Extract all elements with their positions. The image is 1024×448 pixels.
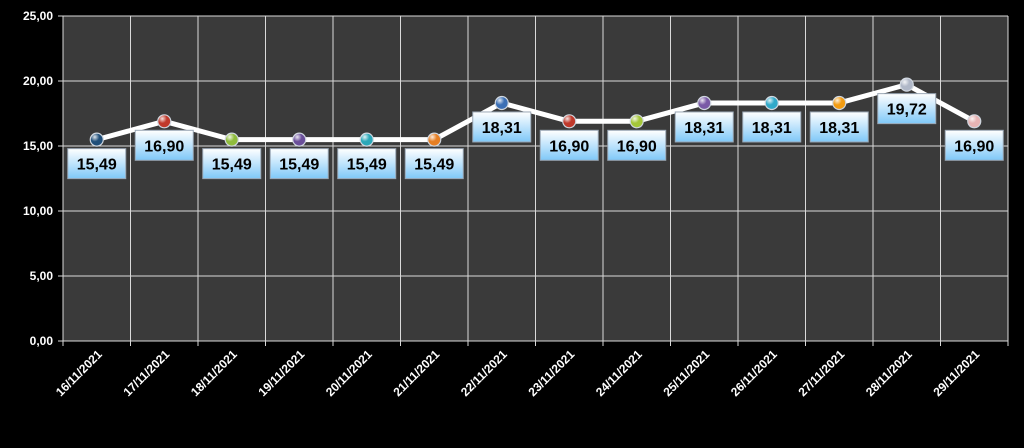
- data-point-shine: [360, 133, 374, 147]
- data-label-text: 15,49: [414, 157, 454, 174]
- data-point-shine: [225, 133, 239, 147]
- data-label: 16,90: [944, 129, 1004, 161]
- data-point-shine: [157, 114, 171, 128]
- data-label: 15,49: [202, 148, 262, 180]
- data-point-shine: [630, 114, 644, 128]
- data-point: [967, 114, 982, 129]
- x-tick-label: 20/11/2021: [323, 347, 375, 399]
- data-point-shine: [495, 96, 509, 110]
- data-point: [224, 132, 239, 147]
- data-label: 15,49: [337, 148, 397, 180]
- data-point: [899, 77, 914, 92]
- data-point: [157, 114, 172, 129]
- x-tick-label: 21/11/2021: [390, 347, 442, 399]
- data-point: [697, 95, 712, 111]
- data-point-shine: [832, 96, 846, 110]
- data-point: [629, 114, 644, 129]
- data-point: [292, 132, 307, 147]
- data-point-shine: [967, 114, 981, 128]
- data-label: 19,72: [877, 93, 937, 125]
- x-tick-label: 22/11/2021: [458, 347, 510, 399]
- data-label-text: 15,49: [279, 157, 319, 174]
- data-label-box: [539, 129, 599, 161]
- y-tick-label: 15,00: [23, 139, 53, 153]
- data-label: 18,31: [472, 111, 532, 143]
- data-label-box: [809, 111, 869, 143]
- data-point-shine: [292, 133, 306, 147]
- data-label: 18,31: [809, 111, 869, 143]
- series-line: [94, 82, 977, 143]
- data-label-box: [944, 129, 1004, 161]
- data-point-shine: [562, 114, 576, 128]
- data-label-text: 15,49: [77, 157, 117, 174]
- data-label-box: [337, 148, 397, 180]
- x-tick-label: 26/11/2021: [728, 347, 780, 399]
- x-tick-label: 16/11/2021: [53, 347, 105, 399]
- data-label-text: 16,90: [144, 138, 184, 155]
- x-tick-label: 24/11/2021: [593, 347, 645, 399]
- y-tick-label: 10,00: [23, 204, 53, 218]
- x-tick-label: 28/11/2021: [863, 347, 915, 399]
- data-label: 16,90: [134, 129, 194, 161]
- gridlines: [62, 15, 1009, 342]
- y-tick-label: 25,00: [23, 9, 53, 23]
- data-label-box: [404, 148, 464, 180]
- data-label-text: 18,31: [752, 120, 792, 137]
- data-label-box: [134, 129, 194, 161]
- data-label-text: 15,49: [212, 157, 252, 174]
- x-tick-label: 27/11/2021: [795, 347, 847, 399]
- data-label: 18,31: [742, 111, 802, 143]
- data-label-text: 18,31: [819, 120, 859, 137]
- data-point-shine: [90, 133, 104, 147]
- data-label-text: 19,72: [887, 102, 927, 119]
- data-point: [764, 95, 779, 111]
- x-tick-label: 23/11/2021: [525, 347, 577, 399]
- data-label: 15,49: [404, 148, 464, 180]
- y-tick-label: 20,00: [23, 74, 53, 88]
- data-point-shine: [427, 133, 441, 147]
- data-label-box: [202, 148, 262, 180]
- x-tick-label: 17/11/2021: [120, 347, 172, 399]
- data-label-box: [269, 148, 329, 180]
- markers: [89, 77, 982, 147]
- series-polyline: [94, 82, 977, 143]
- data-point: [89, 132, 104, 147]
- data-label-box: [607, 129, 667, 161]
- data-label-box: [877, 93, 937, 125]
- data-label-text: 16,90: [954, 138, 994, 155]
- data-point: [494, 95, 509, 111]
- x-tick-label: 18/11/2021: [188, 347, 240, 399]
- data-point: [359, 132, 374, 147]
- data-label: 16,90: [539, 129, 599, 161]
- data-label-text: 18,31: [482, 120, 522, 137]
- data-label-text: 18,31: [684, 120, 724, 137]
- data-labels: 15,49 16,90 15,49 15,49 15,49 15,49 18,31 16,90…: [67, 93, 1004, 180]
- data-point-shine: [900, 78, 914, 92]
- data-point-shine: [765, 96, 779, 110]
- y-tick-label: 0,00: [30, 334, 54, 348]
- data-point-shine: [697, 96, 711, 110]
- y-tick-label: 5,00: [30, 269, 54, 283]
- data-point: [832, 95, 847, 111]
- data-label: 18,31: [674, 111, 734, 143]
- data-label: 15,49: [269, 148, 329, 180]
- x-tick-label: 29/11/2021: [930, 347, 982, 399]
- data-label-box: [674, 111, 734, 143]
- data-label-box: [67, 148, 127, 180]
- x-tick-label: 19/11/2021: [255, 347, 307, 399]
- data-point: [427, 132, 442, 147]
- data-label-box: [472, 111, 532, 143]
- data-point: [562, 114, 577, 129]
- x-tick-label: 25/11/2021: [660, 347, 712, 399]
- data-label: 16,90: [607, 129, 667, 161]
- data-label-box: [742, 111, 802, 143]
- data-label: 15,49: [67, 148, 127, 180]
- data-label-text: 15,49: [347, 157, 387, 174]
- data-label-text: 16,90: [617, 138, 657, 155]
- data-label-text: 16,90: [549, 138, 589, 155]
